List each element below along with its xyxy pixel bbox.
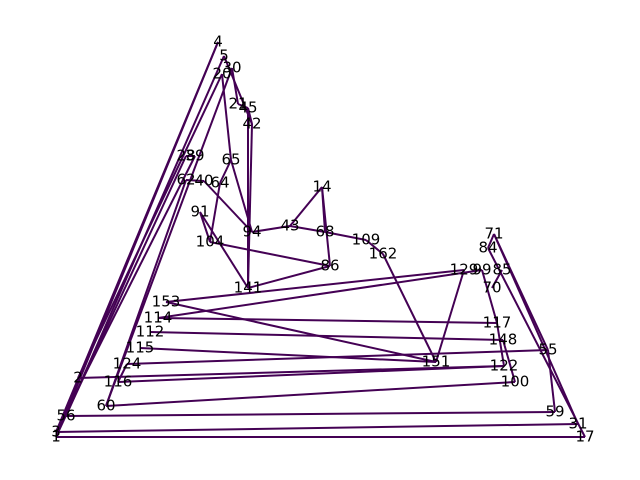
edge [126, 349, 549, 365]
node-label: 42 [242, 115, 261, 133]
node-label: 20 [212, 65, 231, 83]
node-label: 141 [234, 279, 263, 297]
node-label: 104 [196, 233, 225, 251]
node-label: 40 [194, 172, 213, 190]
edge [502, 339, 516, 383]
edge [435, 269, 465, 363]
node-label: 100 [501, 373, 530, 391]
edge [289, 186, 323, 227]
node-label: 64 [210, 174, 229, 192]
node-label: 148 [489, 331, 518, 349]
node-label: 2 [73, 369, 83, 387]
edge [382, 253, 437, 363]
edge [231, 67, 239, 105]
edge [55, 155, 196, 433]
node-label: 31 [568, 415, 587, 433]
edge [105, 179, 187, 407]
edge [77, 73, 223, 379]
node-label: 55 [538, 341, 557, 359]
node-label: 91 [190, 203, 209, 221]
node-label: 109 [352, 231, 381, 249]
edge [324, 231, 367, 241]
node-label: 65 [221, 151, 240, 169]
edge [117, 363, 128, 383]
edge [365, 239, 384, 255]
edge [487, 247, 586, 438]
edge [481, 269, 498, 324]
edges [55, 41, 586, 438]
edge [321, 186, 326, 233]
node-label: 56 [56, 407, 75, 425]
edge [65, 411, 556, 417]
node-label: 129 [450, 261, 479, 279]
edge [199, 211, 211, 243]
node-label: 99 [472, 261, 491, 279]
edge [247, 265, 331, 289]
node-label: 14 [312, 178, 331, 196]
node-label: 68 [315, 223, 334, 241]
node-label: 94 [242, 223, 261, 241]
edge [209, 182, 221, 243]
node-label: 4 [213, 33, 223, 51]
node-label: 59 [545, 403, 564, 421]
node-label: 86 [320, 257, 339, 275]
node-label: 21 [228, 95, 247, 113]
edge [149, 331, 504, 341]
edge [237, 103, 249, 109]
edge [221, 73, 232, 161]
edge [209, 241, 331, 267]
edge [185, 179, 205, 182]
node-label: 151 [422, 353, 451, 371]
edge [165, 269, 465, 303]
edge [487, 233, 495, 249]
node-label: 112 [136, 323, 165, 341]
node-label: 45 [238, 99, 257, 117]
node-label: 117 [483, 314, 512, 332]
edge [117, 365, 505, 383]
edge [493, 233, 579, 425]
node-label: 162 [369, 245, 398, 263]
node-label: 30 [222, 59, 241, 77]
edge [251, 225, 291, 233]
node-label: 115 [126, 339, 155, 357]
edge [491, 269, 503, 289]
edge [157, 269, 483, 319]
edge [105, 381, 516, 407]
node-label: 71 [484, 225, 503, 243]
edge [496, 322, 505, 367]
node-label: 3 [51, 423, 61, 441]
node-label: 28 [176, 147, 195, 165]
node-label: 122 [490, 357, 519, 375]
node-label: 1 [51, 428, 61, 446]
edge [203, 180, 253, 233]
node-label: 153 [152, 293, 181, 311]
node-label: 85 [492, 261, 511, 279]
edge [55, 423, 579, 433]
node-label: 84 [478, 239, 497, 257]
node-label: 39 [185, 147, 204, 165]
edge [289, 225, 326, 233]
node-label: 5 [219, 47, 229, 65]
node-label: 114 [144, 309, 173, 327]
edge [165, 301, 437, 363]
node-label: 70 [482, 279, 501, 297]
edge [139, 347, 437, 363]
edge [219, 159, 232, 184]
edge [157, 317, 498, 324]
node-label: 43 [280, 217, 299, 235]
node-label: 62 [176, 171, 195, 189]
node-label: 60 [96, 397, 115, 415]
node-label: 116 [104, 373, 133, 391]
node-label: 124 [113, 355, 142, 373]
node-label: 17 [575, 428, 594, 446]
edge [199, 211, 249, 289]
